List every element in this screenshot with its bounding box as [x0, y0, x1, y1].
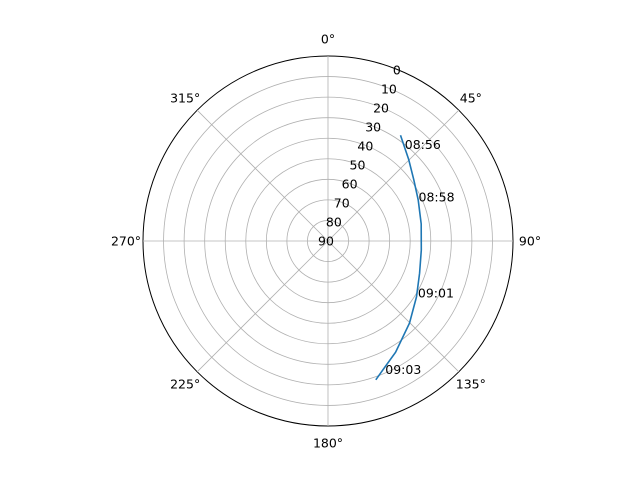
series-line — [375, 134, 423, 381]
r-tick-label: 10 — [381, 82, 397, 97]
r-tick-label: 40 — [357, 139, 373, 154]
theta-gridline — [327, 240, 460, 373]
theta-gridline — [327, 109, 460, 242]
theta-tick-labels: 0° 45° 90° 135° 180° 225° 270° 315° — [111, 32, 541, 451]
time-annotation: 09:01 — [418, 285, 454, 300]
r-tick-label: 80 — [326, 215, 342, 230]
r-tick-label: 60 — [342, 177, 358, 192]
time-annotation: 08:56 — [405, 137, 441, 152]
r-tick-label: 20 — [373, 101, 389, 116]
time-annotation: 09:03 — [385, 362, 421, 377]
polar-grid — [142, 55, 514, 427]
theta-tick-label: 45° — [460, 91, 482, 106]
theta-tick-label: 180° — [313, 436, 343, 451]
r-tick-label: 90 — [318, 234, 334, 249]
r-tick-label: 0 — [393, 63, 401, 78]
r-tick-label: 30 — [365, 120, 381, 135]
r-tick-label: 50 — [350, 158, 366, 173]
r-tick-labels: 0 10 20 30 40 50 60 70 80 90 — [318, 63, 401, 249]
theta-tick-label: 315° — [170, 91, 200, 106]
theta-gridline — [196, 109, 329, 242]
theta-gridline — [196, 240, 329, 373]
theta-tick-label: 225° — [170, 376, 200, 391]
series-layer — [375, 134, 423, 381]
theta-tick-label: 0° — [321, 32, 335, 47]
time-annotation: 08:58 — [419, 189, 455, 204]
theta-tick-label: 270° — [111, 234, 141, 249]
theta-tick-label: 90° — [519, 234, 541, 249]
time-annotations: 08:56 08:58 09:01 09:03 — [385, 137, 454, 377]
theta-tick-label: 135° — [456, 376, 486, 391]
r-tick-label: 70 — [334, 196, 350, 211]
